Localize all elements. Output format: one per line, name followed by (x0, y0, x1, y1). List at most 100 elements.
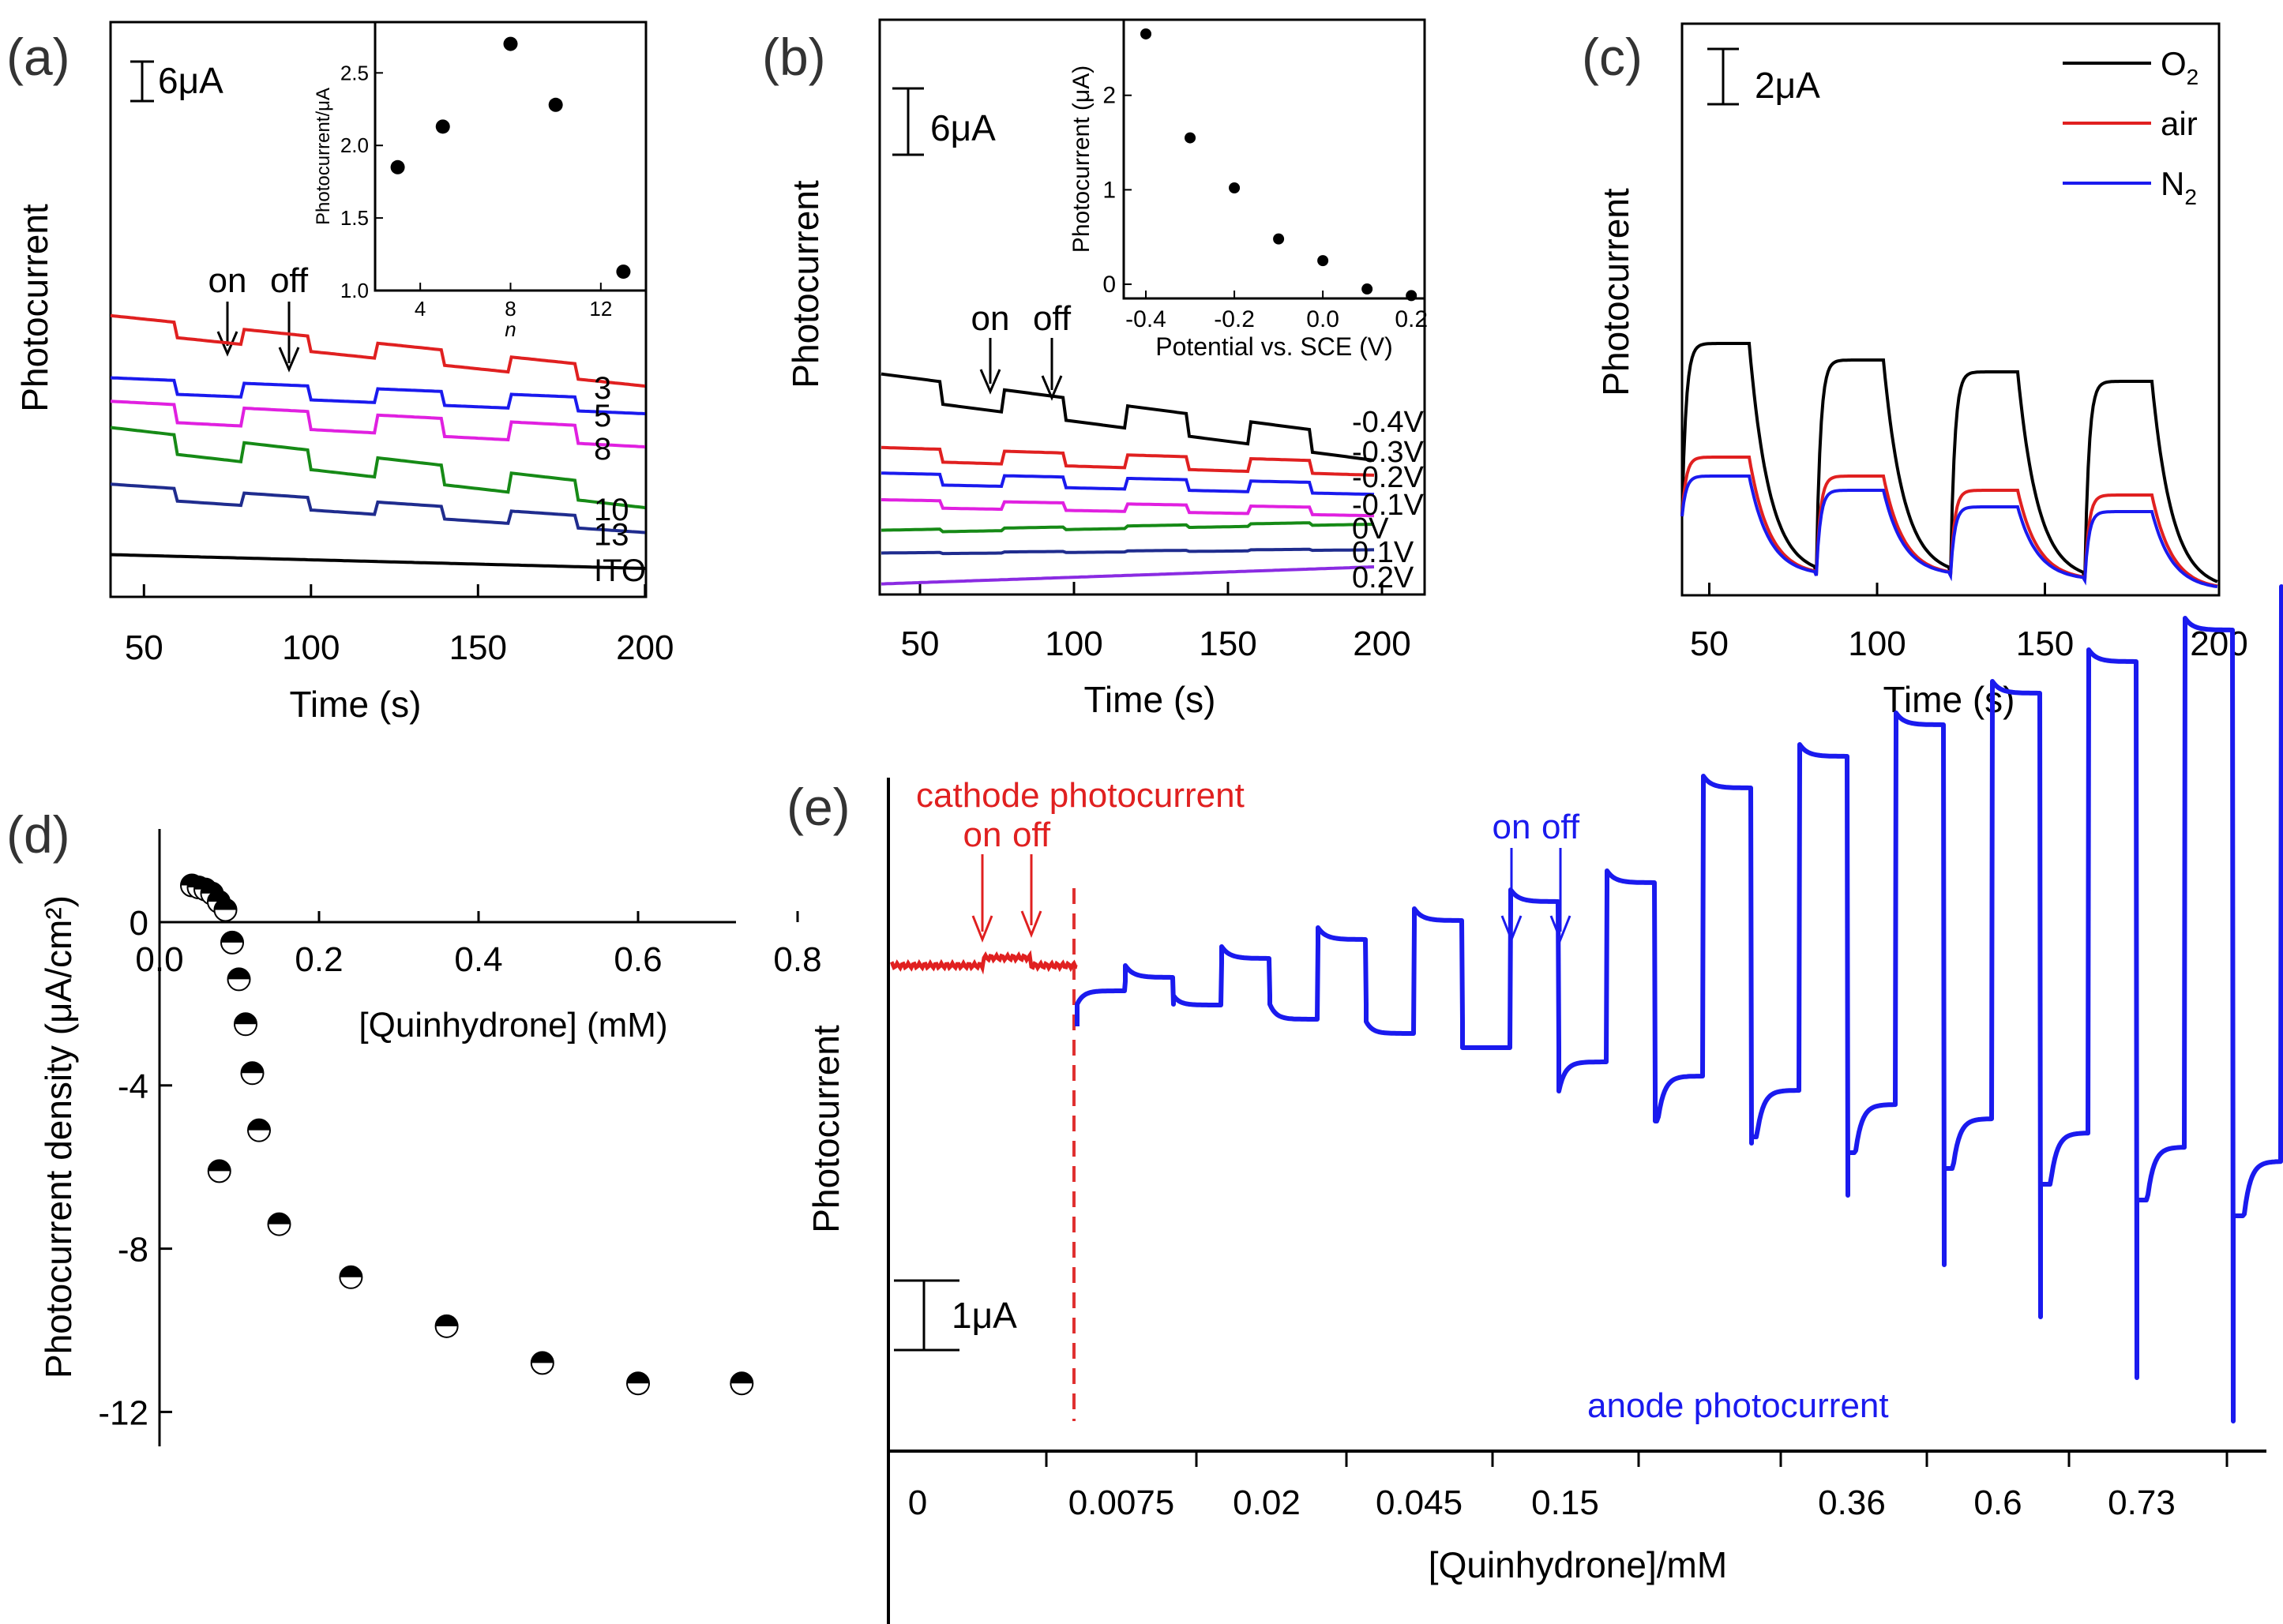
panel-e-xtick-label: 0.045 (1376, 1483, 1463, 1522)
panel-b-trace-label: 0.1V (1352, 536, 1414, 569)
panel-e-scale-bar: 1μA (894, 1279, 1017, 1352)
panel-a-ylabel: Photocurrent (14, 204, 55, 412)
panel-e-cathode-off-label: off (1012, 816, 1051, 854)
panel-d-ytick-label: -12 (98, 1393, 148, 1432)
panel-b-off-arrow: off (1033, 299, 1072, 401)
panel-c-series (1680, 342, 2218, 589)
panel-d-point-fill (235, 1013, 257, 1025)
panel-a-xtick-label: 50 (125, 628, 163, 667)
panel-d-xtick-label: 0.4 (454, 940, 502, 979)
panel-a-off-arrow: off (270, 261, 309, 373)
panel-a-inset-point (548, 97, 563, 112)
panel-a-inset-ytick-label: 2.0 (340, 133, 369, 157)
panel-a-inset-xlabel: n (505, 317, 516, 341)
panel-a-inset-ylabel: Photocurrent/μA (313, 88, 334, 225)
panel-b-inset-point (1361, 283, 1373, 295)
panel-a-inset-ytick-label: 1.5 (340, 206, 369, 230)
panel-e-cathode-off-arrow: off (1012, 816, 1051, 939)
panel-a-trace-label: 3 (594, 371, 611, 406)
panel-b-inset-point (1273, 233, 1285, 245)
panel-b-inset-point (1317, 255, 1329, 267)
panel-d-point-fill (248, 1119, 270, 1131)
panel-d-point-fill (227, 968, 250, 980)
panel-c-frame (1680, 22, 2221, 597)
panel-a-inset-ytick-label: 2.5 (340, 61, 369, 84)
panel-e-anode-on-label: on (1493, 808, 1531, 846)
panel-d-point-fill (208, 1160, 231, 1172)
panel-d-xtick-label: 0.0 (135, 940, 183, 979)
panel-b-inset-xtick-label: -0.2 (1214, 306, 1255, 332)
panel-a-trace-3 (110, 313, 645, 388)
panel-d-ytick-label: -8 (118, 1231, 148, 1270)
panel-b-inset-point (1229, 182, 1241, 193)
panel-a-xtick-label: 100 (282, 628, 340, 667)
panel-a-xlabel: Time (s) (290, 684, 422, 725)
panel-a-inset-xtick-label: 12 (589, 297, 612, 321)
panel-a-trace-label: 10 (594, 493, 629, 527)
panel-b-inset-point (1185, 132, 1196, 144)
panel-e-anode-label: anode photocurrent (1587, 1386, 1889, 1425)
panel-b-xlabel: Time (s) (1084, 679, 1216, 720)
panel-a-trace-10 (110, 426, 646, 509)
panel-b-inset-ytick-label: 2 (1102, 83, 1116, 109)
panel-b-inset-point (1140, 28, 1152, 39)
panel-a-trace-label: 8 (594, 432, 611, 467)
panel-d-point (626, 1371, 650, 1396)
panel-b-scale-label: 6μA (930, 107, 996, 148)
panel-b-label: (b) (762, 28, 826, 86)
panel-e-cathode-on-arrow: on (963, 816, 1001, 943)
panel-a-inset-point (503, 36, 518, 51)
panel-e-xtick-label: 0.15 (1531, 1483, 1599, 1522)
panel-b-trace-label: -0.2V (1352, 461, 1424, 494)
panel-d-ytick-label: 0 (130, 904, 148, 943)
panel-b-trace-label: -0.3V (1352, 436, 1424, 469)
panel-c-trace-o2 (1680, 342, 2218, 583)
panel-d-point-fill (435, 1315, 458, 1326)
panel-d-xlabel: [Quinhydrone] (mM) (359, 1006, 667, 1045)
panel-a-trace-label: ITO (594, 553, 646, 588)
panel-a-trace-ito (110, 553, 645, 570)
panel-a-trace-label: 5 (594, 399, 611, 433)
panel-b-inset-xtick-label: -0.4 (1125, 306, 1166, 332)
panel-d-point-fill (214, 898, 237, 910)
panel-d-point (234, 1012, 257, 1037)
panel-a-inset-ytick-label: 1.0 (340, 279, 369, 302)
panel-d-point (339, 1265, 363, 1289)
panel-e-anode-off-arrow: off (1541, 808, 1580, 943)
panel-e-anode-trace (1075, 584, 2283, 1423)
panel-c-legend-label: N2 (2161, 165, 2197, 209)
panel-a-on-arrow: on (208, 261, 246, 357)
panel-d-point (207, 1159, 231, 1183)
panel-b-on-label: on (971, 299, 1010, 338)
panel-e-xtick-label: 0.73 (2108, 1483, 2176, 1522)
panel-e-xlabel: [Quinhydrone]/mM (1429, 1544, 1727, 1585)
panel-a-inset-point (616, 264, 631, 279)
panel-d-point-fill (268, 1213, 291, 1225)
panel-b-scale-bar: 6μA (892, 87, 996, 156)
panel-e-cathode-trace (889, 950, 1078, 975)
panel-d-point-fill (340, 1266, 362, 1277)
panel-d-point-fill (627, 1372, 649, 1384)
panel-a-off-label: off (270, 261, 309, 300)
panel-b-inset-xlabel: Potential vs. SCE (V) (1155, 332, 1393, 361)
panel-a-trace-8 (110, 399, 645, 448)
panel-b-trace-label: -0.1V (1352, 489, 1424, 522)
panel-a-trace-label: 13 (594, 518, 629, 553)
panel-a-xticks: 50 100 150 200 (125, 584, 674, 667)
panel-d-axes: 0.0 0.2 0.4 0.6 0.8 0 -4 -8 -12 [Quinhydrone] (mM… (38, 829, 822, 1446)
panel-d-point (434, 1314, 459, 1338)
panel-e-xtick-label: 0.0075 (1068, 1483, 1175, 1522)
panel-c-xtick-label: 50 (1690, 624, 1729, 663)
panel-d-point-fill (241, 1062, 264, 1074)
panel-e-series (889, 584, 2283, 1423)
panel-b-trace-label: -0.4V (1352, 406, 1424, 439)
panel-b-trace-0 (881, 372, 1375, 462)
panel-b-trace-3 (881, 498, 1375, 518)
panel-b-inset-ytick-label: 1 (1102, 177, 1116, 203)
panel-d-point (530, 1351, 554, 1375)
panel-b: (b) Photocurrent Time (s) 6μA on off 50 1… (762, 18, 1428, 720)
panel-d-ylabel: Photocurrent density (μA/cm²) (38, 895, 79, 1378)
panel-a-scale-bar: 6μA (130, 60, 223, 103)
panel-b-trace-5 (881, 547, 1374, 556)
